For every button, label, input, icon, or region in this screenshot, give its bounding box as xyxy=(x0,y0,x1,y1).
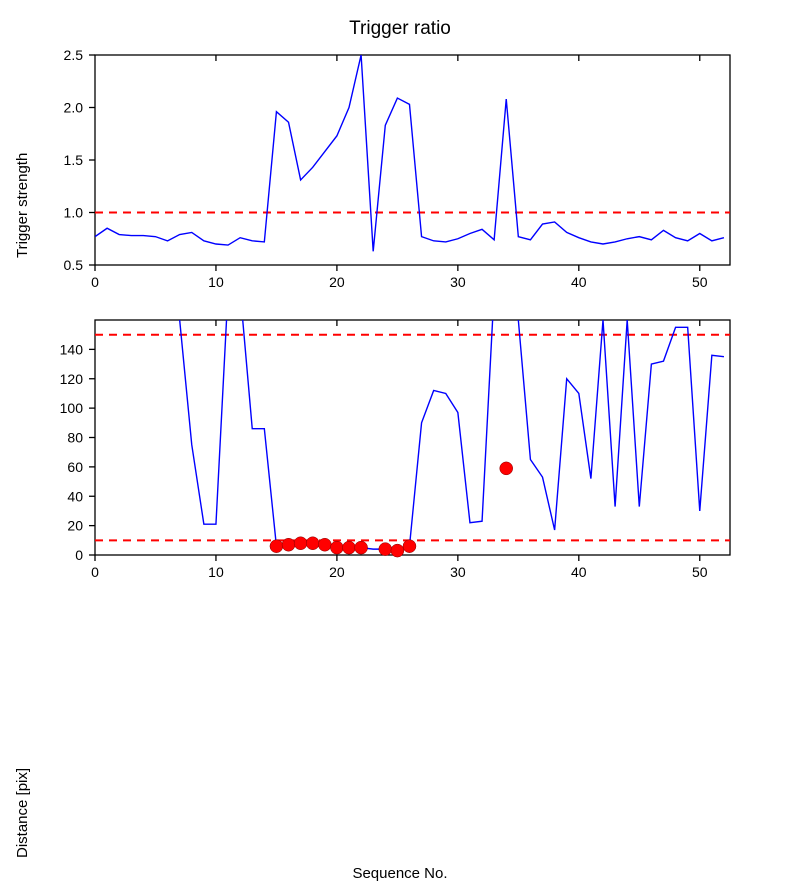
bottom-chart-xtick-label: 30 xyxy=(450,564,466,580)
top-chart-xtick-label: 20 xyxy=(329,274,345,290)
distance-marker-point[interactable] xyxy=(343,541,356,554)
top-chart: Trigger ratio Trigger strength 0.5 1.0 1.5… xyxy=(0,0,800,300)
top-chart-xtick-label: 50 xyxy=(692,274,708,290)
bottom-chart-ytick-label: 20 xyxy=(67,518,83,534)
distance-marker-point[interactable] xyxy=(270,540,283,553)
bottom-chart-ytick-label: 80 xyxy=(67,430,83,446)
distance-marker-point[interactable] xyxy=(379,543,392,556)
trigger-strength-line[interactable] xyxy=(95,55,724,251)
top-chart-xtick-label: 10 xyxy=(208,274,224,290)
bottom-chart-xtick-label: 50 xyxy=(692,564,708,580)
distance-marker-point[interactable] xyxy=(391,544,404,557)
bottom-chart-xtick-label: 20 xyxy=(329,564,345,580)
top-chart-ytick-label: 1.5 xyxy=(64,152,84,168)
distance-marker-point[interactable] xyxy=(500,462,513,475)
bottom-chart-svg[interactable]: 0 20 40 60 80 100 120 140 0 10 20 30 40 50 xyxy=(0,300,800,600)
bottom-chart-xlabel: Sequence No. xyxy=(0,865,800,882)
distance-marker-point[interactable] xyxy=(403,540,416,553)
distance-marker-point[interactable] xyxy=(294,537,307,550)
top-chart-ytick-label: 1.0 xyxy=(64,205,84,221)
bottom-chart-xtick-label: 10 xyxy=(208,564,224,580)
top-chart-xtick-label: 30 xyxy=(450,274,466,290)
bottom-chart-ytick-label: 0 xyxy=(75,547,83,563)
top-chart-ytick-label: 0.5 xyxy=(64,257,84,273)
bottom-chart-xtick-label: 0 xyxy=(91,564,99,580)
distance-marker-point[interactable] xyxy=(306,537,319,550)
chart-container: Trigger ratio Trigger strength 0.5 1.0 1.5… xyxy=(0,0,800,600)
bottom-chart-xtick-label: 40 xyxy=(571,564,587,580)
top-chart-xtick-label: 0 xyxy=(91,274,99,290)
top-chart-xtick-label: 40 xyxy=(571,274,587,290)
distance-marker-point[interactable] xyxy=(355,541,368,554)
distance-marker-point[interactable] xyxy=(318,538,331,551)
top-chart-svg[interactable]: 0.5 1.0 1.5 2.0 2.5 0 10 20 30 40 50 xyxy=(0,0,800,300)
bottom-chart-ytick-label: 120 xyxy=(60,371,84,387)
top-chart-axis-box xyxy=(95,55,730,265)
top-chart-ytick-label: 2.5 xyxy=(64,47,84,63)
distance-line[interactable] xyxy=(95,291,724,551)
bottom-chart-ytick-label: 40 xyxy=(67,488,83,504)
bottom-chart-ytick-label: 140 xyxy=(60,341,84,357)
bottom-chart: Distance [pix] Sequence No. 0 20 40 60 80 100… xyxy=(0,300,800,600)
bottom-chart-ylabel: Distance [pix] xyxy=(14,668,31,858)
bottom-chart-ytick-label: 100 xyxy=(60,400,84,416)
bottom-chart-ytick-label: 60 xyxy=(67,459,83,475)
distance-marker-point[interactable] xyxy=(330,541,343,554)
top-chart-ytick-label: 2.0 xyxy=(64,100,84,116)
distance-marker-point[interactable] xyxy=(282,538,295,551)
